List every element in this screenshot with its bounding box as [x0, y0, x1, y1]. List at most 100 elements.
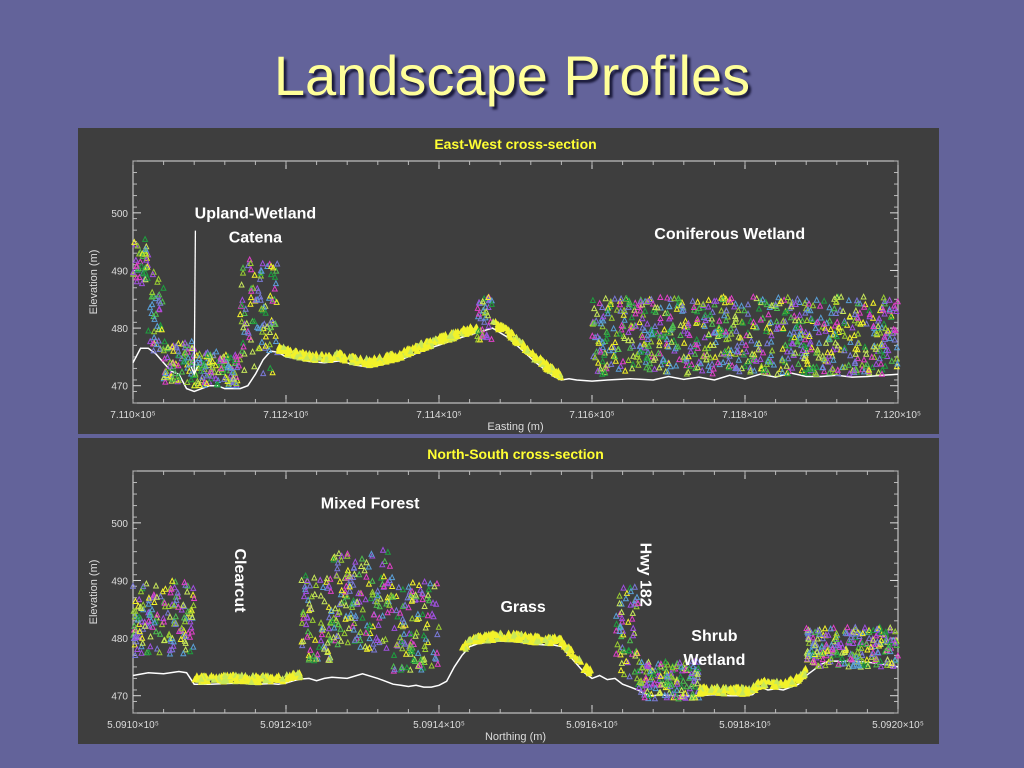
vegetation-point — [594, 367, 601, 374]
vegetation-point — [325, 613, 333, 621]
vegetation-point — [821, 624, 829, 632]
vegetation-point — [765, 310, 772, 318]
vegetation-point — [705, 303, 712, 310]
vegetation-point — [330, 624, 338, 631]
vegetation-point — [618, 618, 626, 625]
vegetation-point — [624, 658, 632, 666]
vegetation-point — [662, 680, 669, 687]
vegetation-point — [891, 639, 899, 646]
vegetation-point — [376, 359, 384, 366]
vegetation-point — [891, 655, 899, 663]
vegetation-point — [241, 366, 248, 373]
vegetation-point — [179, 601, 187, 608]
vegetation-point — [813, 648, 821, 655]
vegetation-point — [373, 597, 381, 605]
vegetation-point — [500, 635, 508, 642]
vegetation-point — [435, 623, 443, 630]
vegetation-point — [684, 368, 692, 375]
vegetation-point — [627, 601, 634, 608]
vegetation-point — [757, 316, 765, 323]
vegetation-point — [166, 613, 174, 620]
vegetation-point — [835, 323, 843, 331]
vegetation-point — [424, 611, 432, 619]
vegetation-point — [397, 621, 404, 628]
vegetation-point — [825, 658, 832, 665]
vegetation-point — [891, 336, 898, 343]
vegetation-point — [612, 357, 620, 364]
vegetation-point — [615, 345, 622, 352]
vegetation-point — [726, 349, 734, 357]
vegetation-point — [767, 318, 775, 326]
vegetation-point — [337, 590, 345, 598]
vegetation-point — [860, 293, 867, 300]
vegetation-point — [850, 366, 858, 373]
vegetation-point — [417, 586, 424, 593]
vegetation-point — [777, 297, 785, 305]
vegetation-point — [677, 663, 685, 670]
vegetation-point — [535, 638, 543, 645]
vegetation-point — [255, 287, 262, 294]
vegetation-point — [400, 630, 408, 637]
y-tick-label: 500 — [111, 209, 128, 220]
vegetation-point — [431, 338, 438, 346]
vegetation-point — [599, 338, 607, 345]
vegetation-point — [142, 256, 150, 263]
vegetation-point — [815, 328, 823, 336]
vegetation-point — [844, 658, 851, 665]
vegetation-point — [639, 324, 646, 331]
vegetation-point — [623, 294, 630, 301]
vegetation-point — [524, 347, 531, 354]
vegetation-point — [190, 381, 198, 389]
vegetation-point — [822, 631, 830, 638]
vegetation-point — [239, 296, 246, 303]
vegetation-point — [241, 328, 248, 335]
vegetation-point — [421, 344, 428, 351]
vegetation-point — [131, 612, 139, 620]
vegetation-point — [618, 608, 625, 615]
vegetation-point — [706, 366, 713, 373]
vegetation-point — [272, 337, 280, 344]
vegetation-point — [565, 649, 573, 657]
vegetation-point — [687, 347, 695, 355]
vegetation-point — [341, 597, 348, 604]
vegetation-point — [272, 279, 280, 287]
vegetation-point — [757, 355, 764, 362]
vegetation-point — [885, 346, 892, 354]
vegetation-point — [479, 297, 486, 305]
vegetation-point — [300, 349, 307, 357]
vegetation-point — [220, 366, 227, 373]
vegetation-point — [644, 335, 652, 342]
vegetation-point — [325, 656, 332, 663]
vegetation-point — [643, 668, 650, 675]
vegetation-point — [812, 324, 819, 331]
vegetation-point — [181, 339, 189, 346]
vegetation-point — [876, 354, 883, 362]
vegetation-point — [418, 666, 425, 673]
vegetation-point — [164, 353, 171, 360]
vegetation-point — [186, 367, 193, 374]
vegetation-point — [621, 316, 628, 323]
vegetation-point — [462, 639, 469, 646]
vegetation-point — [831, 322, 839, 329]
vegetation-point — [636, 678, 644, 685]
vegetation-point — [357, 562, 365, 569]
vegetation-point — [238, 281, 245, 288]
vegetation-point — [485, 303, 492, 310]
vegetation-point — [877, 662, 885, 670]
vegetation-point — [351, 636, 359, 643]
vegetation-point — [129, 268, 137, 275]
vegetation-point — [744, 310, 752, 317]
vegetation-point — [151, 315, 158, 322]
vegetation-point — [602, 294, 609, 302]
vegetation-point — [399, 585, 407, 593]
vegetation-point — [851, 357, 859, 365]
vegetation-point — [362, 642, 369, 650]
vegetation-point — [652, 684, 659, 692]
vegetation-point — [197, 358, 204, 366]
vegetation-point — [598, 370, 606, 377]
y-tick-label: 490 — [111, 266, 128, 277]
x-tick-label: 5.0920×10⁵ — [872, 720, 924, 731]
vegetation-point — [773, 677, 781, 684]
vegetation-point — [621, 334, 628, 341]
vegetation-point — [246, 333, 253, 341]
